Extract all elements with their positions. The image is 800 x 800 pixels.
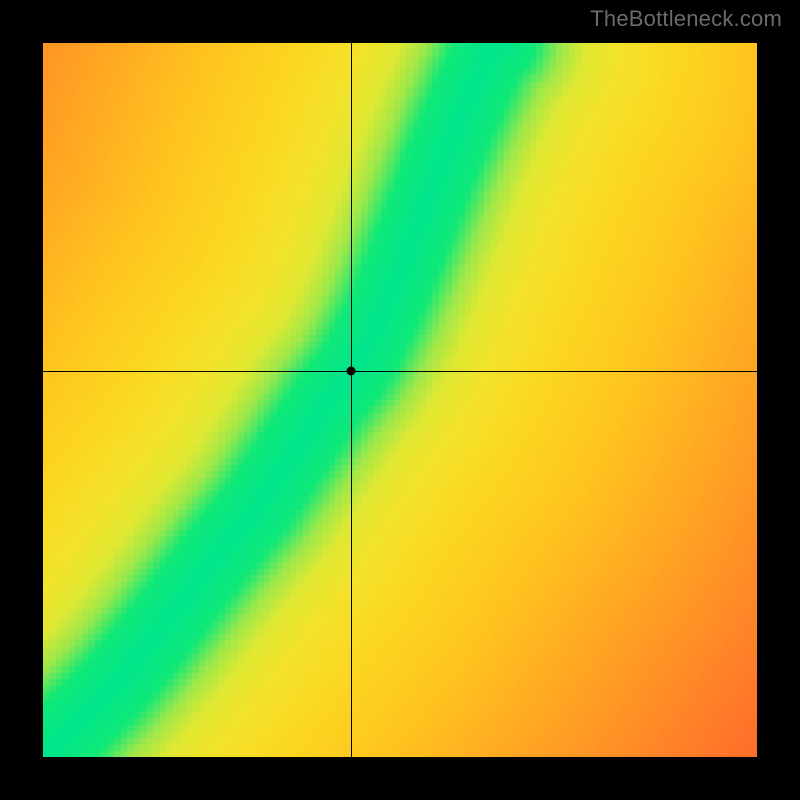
watermark-text: TheBottleneck.com [590,6,782,32]
crosshair-horizontal [43,371,757,372]
chart-container: TheBottleneck.com [0,0,800,800]
crosshair-vertical [351,43,352,757]
plot-area [43,43,757,757]
crosshair-marker [347,367,356,376]
heatmap-canvas [43,43,757,757]
